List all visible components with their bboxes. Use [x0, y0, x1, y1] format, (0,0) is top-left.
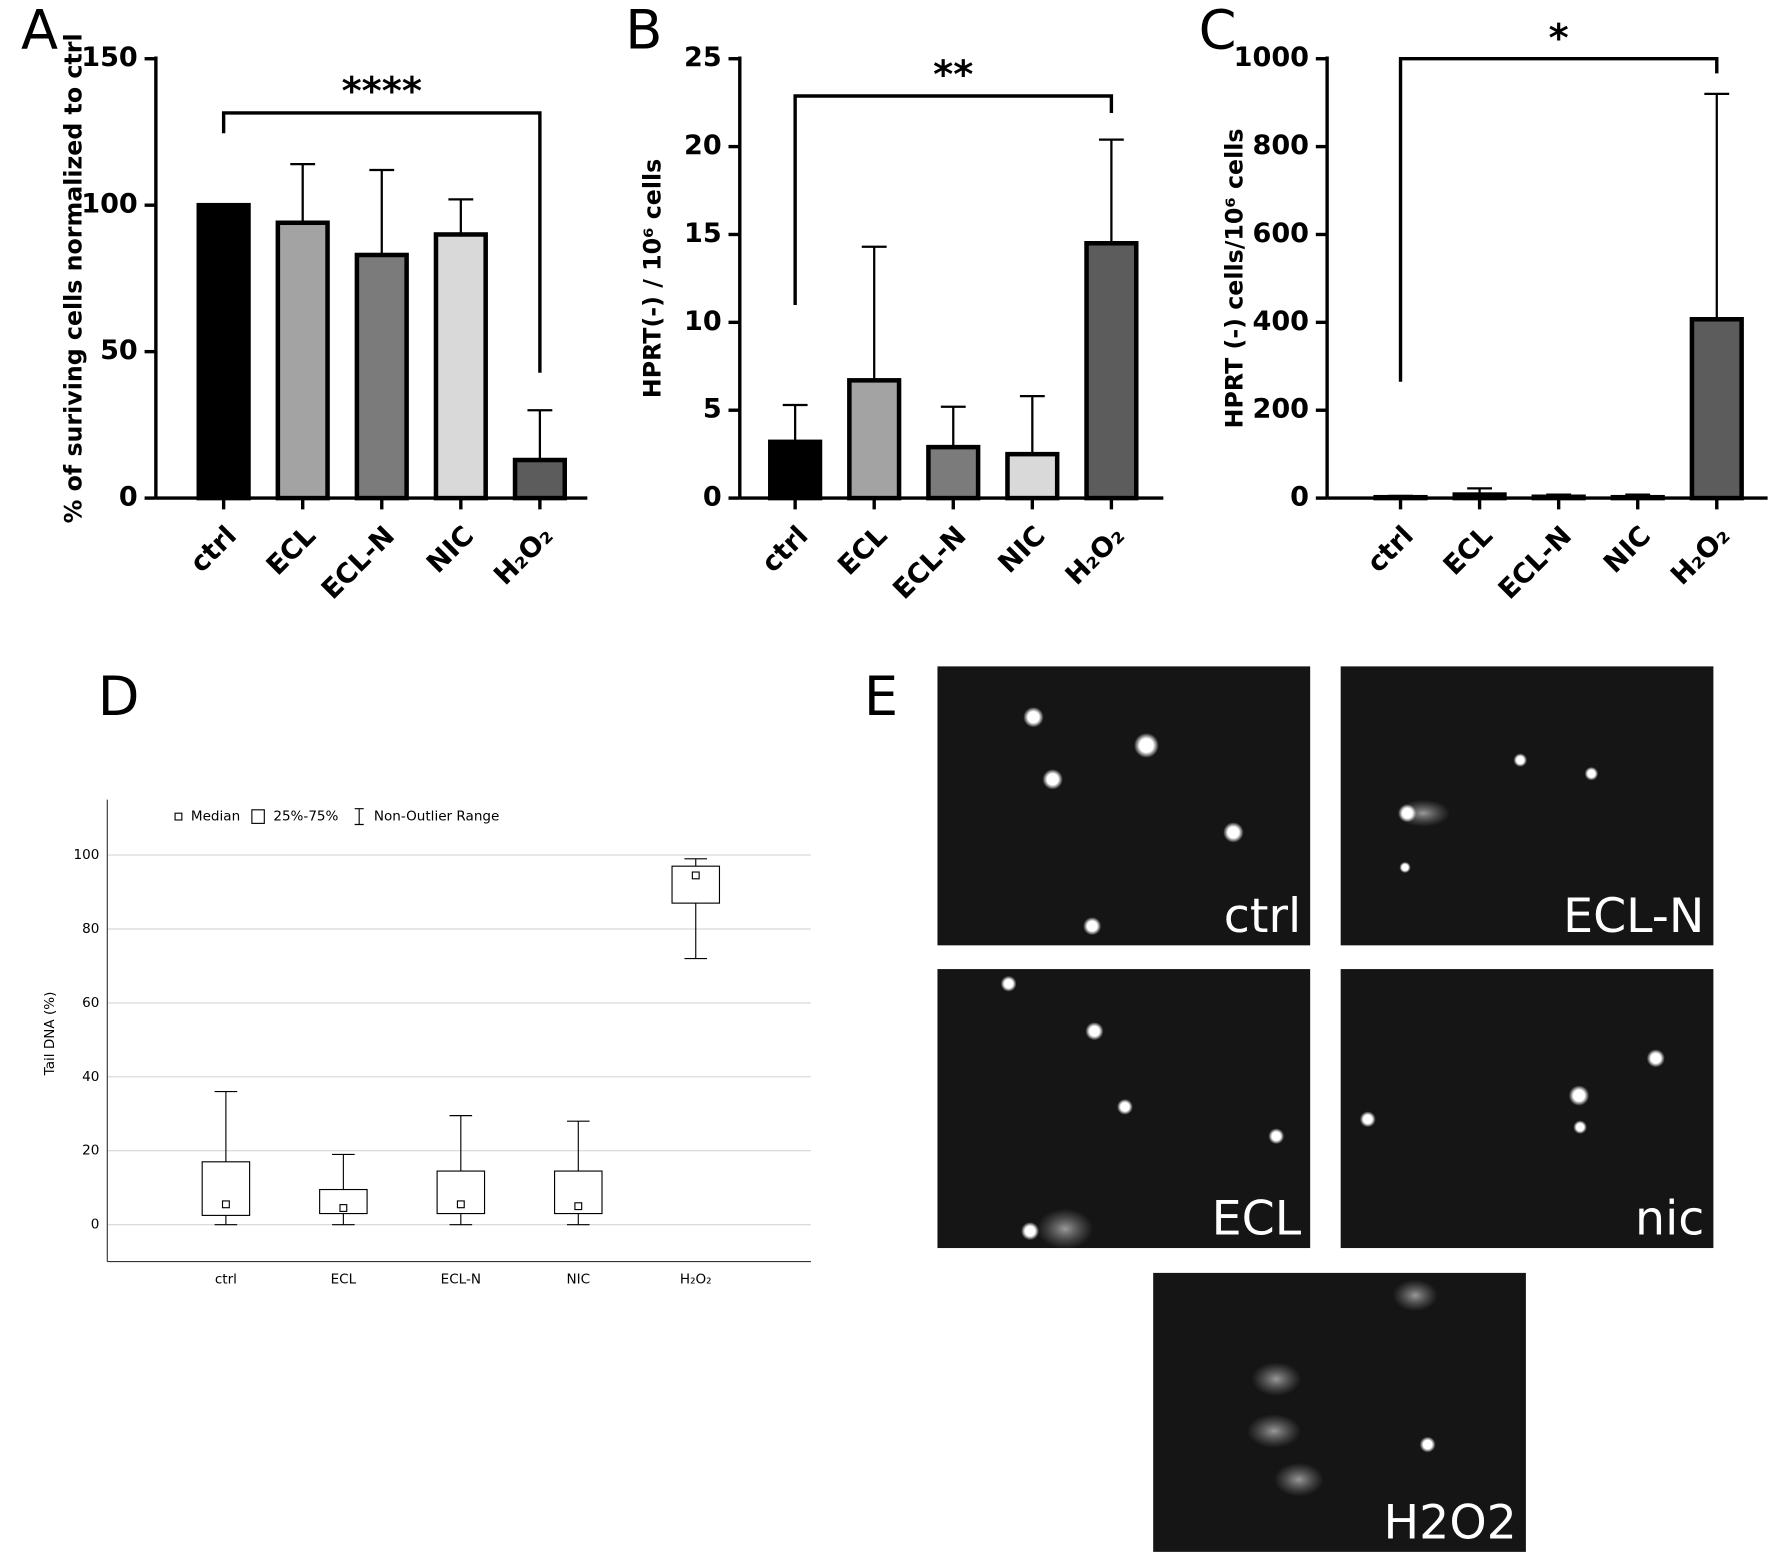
y-tick-label: 20	[82, 1143, 99, 1159]
bar	[768, 439, 823, 501]
image-label: ECL	[1212, 1191, 1302, 1246]
legend-whisker-symbol	[354, 808, 364, 826]
bar	[275, 220, 330, 501]
significance-annotation: *	[1549, 16, 1569, 61]
y-tick-label: 40	[82, 1069, 99, 1085]
x-tick-label: H₂O₂	[488, 520, 559, 591]
x-tick-label: ECL-N	[1493, 520, 1578, 605]
significance-annotation: **	[933, 52, 973, 97]
bar	[926, 444, 981, 501]
y-tick-label: 25	[684, 42, 722, 73]
y-tick-label: 200	[1252, 394, 1309, 425]
median-marker	[456, 1200, 465, 1209]
significance-bracket	[1398, 57, 1719, 382]
median-marker	[339, 1204, 348, 1212]
y-tick-label: 0	[119, 482, 138, 513]
x-tick-label: ctrl	[215, 1272, 237, 1288]
y-tick-label: 1000	[1234, 42, 1309, 73]
legend-box-symbol	[251, 809, 265, 824]
y-tick-label: 0	[1290, 482, 1309, 513]
bar	[433, 232, 488, 501]
y-axis-label: HPRT (-) cells/10⁶ cells	[1220, 128, 1248, 428]
x-tick-label: ctrl	[184, 520, 242, 578]
y-tick-label: 0	[703, 482, 722, 513]
y-tick-label: 60	[82, 995, 99, 1011]
y-tick-label: 15	[684, 218, 722, 249]
x-tick-label: NIC	[421, 520, 480, 579]
image-label: H2O2	[1384, 1495, 1517, 1550]
legend-median-symbol	[174, 812, 183, 821]
panel-label: D	[98, 665, 140, 728]
y-tick-label: 5	[703, 394, 722, 425]
bar	[1689, 317, 1744, 501]
legend-label: Non-Outlier Range	[374, 809, 500, 825]
bar	[512, 457, 567, 501]
bar	[847, 378, 902, 501]
bar	[196, 202, 251, 501]
y-tick-label: 100	[81, 189, 138, 220]
x-tick-label: NIC	[992, 520, 1051, 579]
y-tick-label: 0	[91, 1217, 100, 1233]
y-tick-label: 10	[684, 306, 722, 337]
image-label: nic	[1635, 1191, 1704, 1246]
x-tick-label: ctrl	[1361, 520, 1419, 578]
y-tick-label: 400	[1252, 306, 1309, 337]
bar	[1005, 451, 1060, 501]
y-tick-label: 20	[684, 130, 722, 161]
significance-bracket	[793, 94, 1114, 305]
x-tick-label: NIC	[1598, 520, 1657, 579]
x-tick-label: ctrl	[756, 520, 814, 578]
y-tick-label: 100	[74, 847, 100, 863]
image-h2o2	[1153, 1272, 1526, 1552]
x-tick-label: ECL	[331, 1272, 357, 1288]
x-tick-label: ECL-N	[887, 520, 972, 605]
y-tick-label: 50	[100, 335, 138, 366]
median-marker	[221, 1200, 230, 1209]
x-tick-label: ECL	[832, 520, 893, 581]
comet-images	[937, 666, 1714, 1552]
bar	[354, 252, 409, 501]
x-tick-label: NIC	[566, 1272, 590, 1288]
y-tick-label: 150	[81, 42, 138, 73]
x-tick-label: ECL-N	[441, 1272, 481, 1288]
x-tick-label: ECL	[1438, 520, 1499, 581]
significance-bracket	[221, 111, 542, 373]
panel-label: B	[625, 0, 662, 62]
y-axis-label: HPRT(-) / 10⁶ cells	[639, 159, 667, 398]
y-tick-label: 800	[1252, 130, 1309, 161]
x-tick-label: H₂O₂	[680, 1272, 712, 1288]
image-nic	[1340, 969, 1714, 1249]
image-ctrl	[937, 666, 1311, 946]
image-label: ctrl	[1224, 889, 1301, 944]
x-tick-label: ECL	[261, 520, 322, 581]
panel-label: C	[1199, 0, 1237, 62]
x-tick-label: H₂O₂	[1060, 520, 1131, 591]
median-marker	[691, 871, 700, 880]
panel-label: E	[864, 665, 898, 728]
legend-label: Median	[191, 809, 240, 825]
y-tick-label: 600	[1252, 218, 1309, 249]
y-tick-label: 80	[82, 921, 99, 937]
y-axis-label: % of suriving cells normalized to ctrl	[59, 33, 87, 523]
image-label: ECL-N	[1563, 889, 1704, 944]
legend-label: 25%-75%	[273, 809, 338, 825]
x-tick-label: ECL-N	[316, 520, 401, 605]
significance-annotation: ****	[342, 69, 422, 114]
x-tick-label: H₂O₂	[1665, 520, 1736, 591]
median-marker	[574, 1202, 583, 1211]
panel-label: A	[21, 0, 58, 62]
bar	[1084, 241, 1139, 501]
y-axis-label: Tail DNA (%)	[42, 992, 58, 1077]
comets	[1000, 707, 1665, 1497]
